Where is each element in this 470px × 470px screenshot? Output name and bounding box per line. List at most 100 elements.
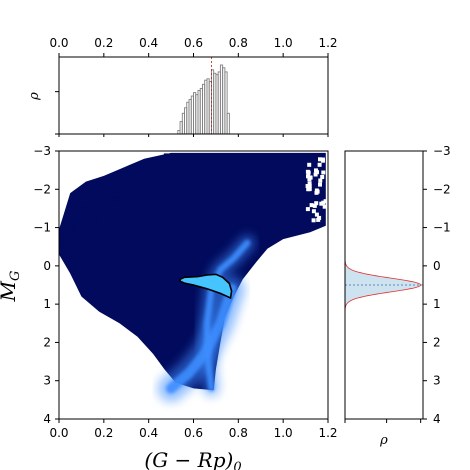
- density-ridge-main-sequence: [166, 283, 237, 394]
- cmd-sparse-pixel: [115, 197, 120, 202]
- cmd-y-tick-label: −1: [33, 221, 51, 235]
- cmd-y-ticks: −3 −2 −1 0 1 2 3 4: [33, 144, 59, 426]
- cmd-sparse-pixel: [307, 181, 312, 186]
- cmd-sparse-pixel: [161, 166, 166, 170]
- cmd-sparse-pixel: [87, 203, 92, 208]
- cmd-sparse-pixel: [120, 188, 125, 193]
- cmd-sparse-pixel: [87, 213, 92, 218]
- cmd-sparse-pixel: [140, 164, 145, 168]
- cmd-x-tick-label: 0.4: [139, 426, 158, 440]
- right-hist-y-tick-label: 1: [433, 297, 441, 311]
- cmd-sparse-pixel: [126, 178, 131, 183]
- cmd-sparse-pixel: [170, 159, 174, 164]
- right-hist-y-tick-label: −1: [433, 221, 451, 235]
- cmd-sparse-pixel: [321, 200, 326, 205]
- cmd-sparse-pixel: [314, 168, 318, 173]
- cmd-y-tick-label: 0: [43, 259, 51, 273]
- cmd-sparse-pixel: [125, 174, 130, 179]
- cmd-sparse-pixel: [124, 195, 128, 200]
- cmd-sparse-pixel: [156, 162, 161, 167]
- cmd-sparse-pixel: [77, 216, 82, 221]
- cmd-sparse-pixel: [92, 215, 97, 220]
- right-hist-xlabel: ρ: [379, 433, 388, 448]
- cmd-sparse-pixel: [124, 186, 129, 191]
- cmd-sparse-pixel: [74, 217, 79, 222]
- right-hist-y-tick-label: −2: [433, 182, 451, 196]
- cmd-sparse-pixel: [80, 234, 84, 238]
- cmd-sparse-pixel: [318, 182, 322, 187]
- cmd-sparse-pixel: [129, 169, 134, 174]
- right-hist-y-tick-label: 0: [433, 259, 441, 273]
- cmd-y-tick-label: 2: [43, 335, 51, 349]
- cmd-x-tick-label: 0.6: [184, 426, 203, 440]
- cmd-y-tick-label: 1: [43, 297, 51, 311]
- cmd-sparse-pixel: [318, 157, 322, 162]
- cmd-sparse-pixel: [134, 183, 139, 188]
- cmd-sparse-pixel: [93, 200, 98, 205]
- top-hist-x-tick-label: 1.0: [274, 36, 293, 50]
- cmd-x-tick-label: 1.0: [274, 426, 293, 440]
- top-hist-x-tick-label: 0.4: [139, 36, 158, 50]
- cmd-ylabel: MG: [0, 271, 23, 303]
- top-histogram-panel: 0.0 0.2 0.4 0.6 0.8 1.0 1.2 ρ: [27, 36, 338, 137]
- cmd-x-ticks: 0.0 0.2 0.4 0.6 0.8 1.0 1.2: [49, 419, 338, 440]
- cmd-sparse-pixel: [68, 225, 73, 230]
- top-hist-x-ticks: 0.0 0.2 0.4 0.6 0.8 1.0 1.2: [49, 36, 338, 137]
- cmd-sparse-pixel: [314, 190, 319, 195]
- cmd-sparse-pixel: [306, 187, 311, 192]
- cmd-sparse-pixel: [88, 225, 93, 230]
- cmd-sparse-pixel: [114, 213, 119, 218]
- cmd-y-tick-label: 4: [43, 412, 51, 426]
- cmd-sparse-pixel: [318, 178, 323, 183]
- right-histogram-panel: −3 −2 −1 0 1 2 3 4 ρ: [344, 144, 451, 448]
- cmd-sparse-pixel: [321, 170, 326, 175]
- cmd-sparse-pixel: [307, 184, 312, 189]
- cmd-x-tick-label: 0.0: [49, 426, 68, 440]
- right-hist-y-ticks: −3 −2 −1 0 1 2 3 4: [344, 144, 451, 426]
- cmd-sparse-pixel: [305, 184, 310, 188]
- cmd-sparse-pixel: [141, 174, 146, 179]
- cmd-sparse-pixel: [68, 229, 73, 233]
- top-hist-x-tick-label: 1.2: [318, 36, 337, 50]
- cmd-sparse-pixel: [110, 197, 115, 202]
- right-hist-y-tick-label: 4: [433, 412, 441, 426]
- cmd-sparse-pixel: [139, 184, 144, 188]
- cmd-sparse-pixel: [117, 185, 122, 190]
- cmd-sparse-pixel: [169, 173, 174, 178]
- top-hist-x-tick-label: 0.6: [184, 36, 203, 50]
- cmd-sparse-pixel: [309, 203, 314, 208]
- cmd-sparse-pixel: [307, 175, 312, 180]
- cmd-sparse-pixel: [114, 188, 119, 192]
- cmd-sparse-pixel: [140, 193, 145, 197]
- cmd-sparse-pixel: [322, 204, 327, 209]
- cmd-sparse-pixel: [314, 201, 319, 206]
- cmd-sparse-pixel: [163, 163, 167, 168]
- top-hist-x-tick-label: 0.2: [94, 36, 113, 50]
- top-hist-x-tick-label: 0.0: [49, 36, 68, 50]
- cmd-density-region: [59, 152, 326, 391]
- right-hist-frame: [344, 150, 424, 420]
- cmd-sparse-pixel: [313, 172, 318, 177]
- cmd-sparse-pixel: [108, 194, 113, 198]
- cmd-y-tick-label: −2: [33, 182, 51, 196]
- cmd-sparse-pixel: [75, 210, 80, 215]
- cmd-sparse-pixel: [163, 153, 168, 158]
- cmd-sparse-pixel: [316, 217, 321, 222]
- cmd-sparse-pixel: [150, 162, 155, 167]
- cmd-sparse-pixel: [317, 162, 322, 167]
- cmd-sparse-pixel: [314, 212, 319, 217]
- cmd-sparse-pixel: [113, 182, 118, 187]
- cmd-sparse-pixel: [118, 177, 123, 181]
- cmd-y-tick-label: 3: [43, 374, 51, 388]
- cmd-y-tick-label: −3: [33, 144, 51, 158]
- cmd-sparse-pixels: [66, 153, 328, 239]
- cmd-sparse-pixel: [131, 188, 136, 193]
- top-hist-x-tick-label: 0.8: [229, 36, 248, 50]
- cmd-sparse-pixel: [73, 226, 78, 231]
- cmd-sparse-pixel: [306, 170, 311, 175]
- cmd-x-tick-label: 0.8: [229, 426, 248, 440]
- cmd-sparse-pixel: [128, 192, 133, 196]
- cmd-sparse-pixel: [320, 175, 325, 179]
- right-hist-y-tick-label: 3: [433, 374, 441, 388]
